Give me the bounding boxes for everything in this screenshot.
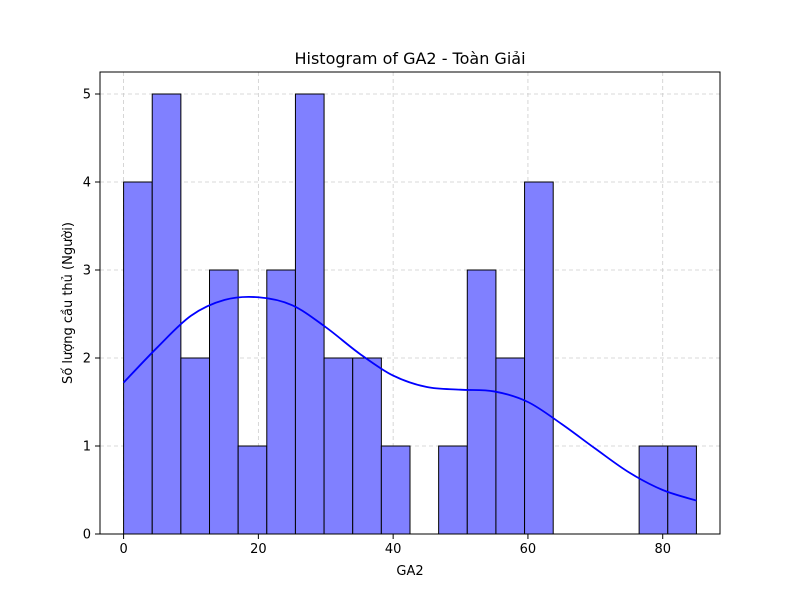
y-tick-label: 4: [83, 176, 91, 191]
y-axis-ticks: 0 1 2 3 4 5: [83, 88, 100, 543]
x-axis-label: GA2: [396, 564, 423, 579]
kde-layer: [122, 295, 697, 502]
plot-frame: [99, 71, 721, 535]
histogram-bar: [495, 357, 526, 535]
chart-title: Histogram of GA2 - Toàn Giải: [294, 49, 525, 68]
histogram-bar: [266, 269, 296, 535]
histogram-bar: [237, 445, 268, 535]
y-tick-label: 3: [83, 264, 91, 279]
histogram-bar: [180, 357, 211, 535]
histogram-bar: [151, 93, 182, 535]
x-tick-label: 0: [119, 542, 127, 557]
bars-layer: [123, 93, 697, 535]
y-tick-label: 1: [83, 440, 91, 455]
y-axis-label: Số lượng cầu thủ (Người): [61, 222, 76, 384]
x-tick-label: 40: [385, 542, 402, 557]
histogram-bar: [209, 269, 239, 535]
histogram-bar: [466, 269, 497, 535]
y-tick-label: 0: [83, 528, 91, 543]
histogram-bar: [438, 445, 468, 535]
x-axis-ticks: 0 20 40 60 80: [119, 534, 671, 557]
y-tick-label: 5: [83, 88, 91, 103]
histogram-bar: [294, 93, 325, 535]
x-tick-label: 20: [250, 542, 267, 557]
histogram-bar: [524, 181, 554, 535]
histogram-bar: [323, 357, 354, 535]
histogram-bar: [667, 445, 697, 535]
x-tick-label: 80: [654, 542, 671, 557]
x-tick-label: 60: [520, 542, 537, 557]
y-tick-label: 2: [83, 352, 91, 367]
histogram-bar: [352, 357, 382, 535]
histogram-bar: [380, 445, 411, 535]
kde-curve: [122, 295, 697, 502]
